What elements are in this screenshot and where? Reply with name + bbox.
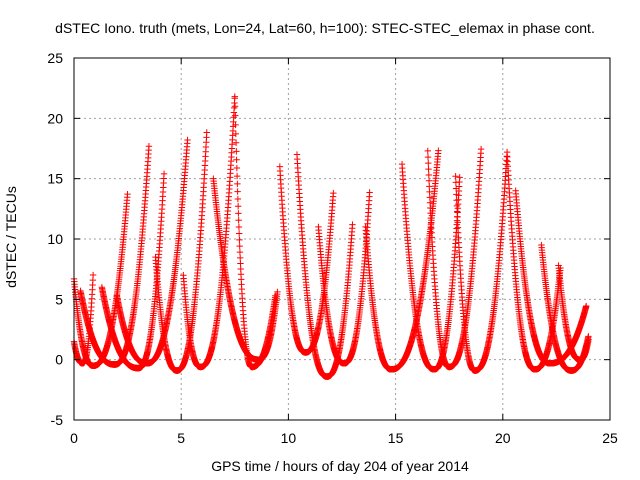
- data-point-plus: [236, 248, 244, 256]
- data-point-plus: [233, 148, 240, 155]
- y-tick-label: 0: [55, 352, 63, 368]
- data-point-plus: [235, 223, 243, 231]
- data-point-plus: [233, 156, 240, 163]
- x-tick-label: 10: [281, 430, 297, 446]
- data-point-plus: [234, 195, 242, 203]
- data-point-plus: [232, 139, 240, 146]
- data-point-plus: [233, 164, 241, 172]
- data-point-plus: [232, 130, 240, 138]
- y-tick-label: -5: [51, 412, 64, 428]
- data-point-plus: [235, 210, 242, 217]
- data-point-plus: [232, 112, 239, 119]
- x-tick-label: 25: [602, 430, 618, 446]
- data-point-plus: [234, 203, 242, 210]
- data-points: [70, 93, 592, 380]
- data-point-plus: [231, 103, 239, 110]
- y-tick-label: 20: [47, 110, 63, 126]
- data-point-plus: [203, 129, 210, 136]
- x-tick-label: 20: [495, 430, 511, 446]
- data-point-plus: [145, 142, 153, 150]
- data-point-plus: [235, 217, 242, 224]
- data-point-plus: [184, 136, 191, 144]
- x-tick-label: 5: [177, 430, 185, 446]
- data-point-plus: [232, 121, 239, 129]
- y-tick-label: 15: [47, 171, 63, 187]
- pass-series-8: [210, 175, 281, 363]
- data-point-plus: [237, 254, 244, 262]
- pass-series-5: [152, 129, 210, 374]
- y-tick-label: 25: [47, 50, 63, 66]
- pass-series-4: [113, 136, 191, 367]
- data-point-plus: [233, 172, 241, 180]
- data-point-plus: [234, 180, 241, 188]
- data-point-plus: [89, 271, 97, 279]
- pass-series-2: [77, 142, 153, 368]
- data-point-plus: [236, 236, 243, 244]
- x-axis-label: GPS time / hours of day 204 of year 2014: [211, 458, 469, 474]
- y-tick-label: 10: [47, 231, 63, 247]
- x-tick-label: 0: [70, 430, 78, 446]
- data-point-plus: [237, 260, 244, 267]
- data-point-plus: [124, 190, 131, 198]
- y-axis-label: dSTEC / TECUs: [3, 186, 19, 288]
- data-point-plus: [235, 230, 243, 237]
- pass-series-6: [180, 95, 238, 371]
- data-point-plus: [231, 93, 238, 100]
- y-tick-label: 5: [55, 291, 63, 307]
- chart-title: dSTEC Iono. truth (mets, Lon=24, Lat=60,…: [55, 20, 595, 36]
- data-point-plus: [160, 170, 168, 178]
- data-point-plus: [234, 188, 241, 195]
- data-point-plus: [236, 242, 243, 250]
- x-tick-label: 15: [388, 430, 404, 446]
